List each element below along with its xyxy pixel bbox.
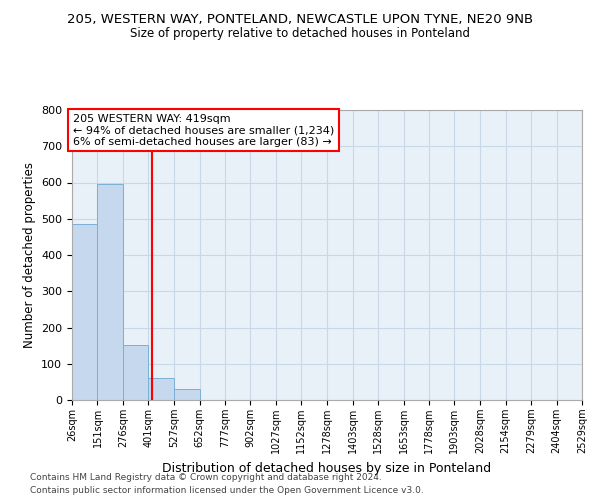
Y-axis label: Number of detached properties: Number of detached properties	[23, 162, 35, 348]
Bar	[97, 184, 123, 400]
Bar	[123, 345, 148, 400]
Bar	[148, 378, 174, 400]
Text: 205 WESTERN WAY: 419sqm
← 94% of detached houses are smaller (1,234)
6% of semi-: 205 WESTERN WAY: 419sqm ← 94% of detache…	[73, 114, 334, 147]
Bar	[174, 389, 200, 400]
Text: Contains HM Land Registry data © Crown copyright and database right 2024.: Contains HM Land Registry data © Crown c…	[30, 472, 382, 482]
X-axis label: Distribution of detached houses by size in Ponteland: Distribution of detached houses by size …	[163, 462, 491, 474]
Text: Size of property relative to detached houses in Ponteland: Size of property relative to detached ho…	[130, 28, 470, 40]
Bar	[72, 224, 97, 400]
Text: Contains public sector information licensed under the Open Government Licence v3: Contains public sector information licen…	[30, 486, 424, 495]
Text: 205, WESTERN WAY, PONTELAND, NEWCASTLE UPON TYNE, NE20 9NB: 205, WESTERN WAY, PONTELAND, NEWCASTLE U…	[67, 12, 533, 26]
